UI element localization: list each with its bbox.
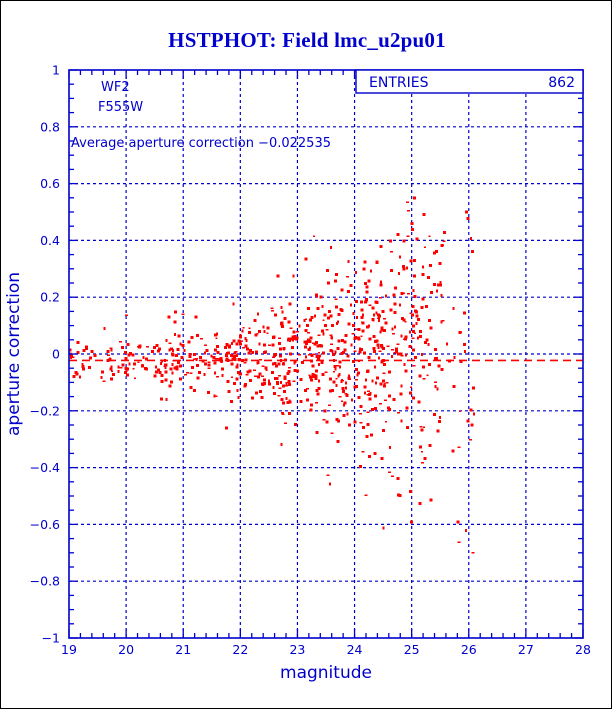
x-tick-label: 27: [518, 642, 534, 657]
axis-tick-labels: 19 20 21 22 23 24 25 26 27 28 −1 −0.8 −0.6 −0.4 −0.2 0 0…: [30, 63, 591, 658]
annotation-chip: WF2: [101, 80, 130, 95]
plot-frame: [68, 69, 584, 639]
data-points: [68, 75, 475, 554]
x-tick-label: 19: [61, 642, 77, 657]
x-tick-label: 28: [575, 642, 591, 657]
y-tick-label: 1: [52, 63, 60, 78]
y-tick-label: 0.2: [40, 290, 60, 305]
y-tick-label: 0.6: [40, 176, 60, 191]
y-tick-label: −1: [42, 631, 60, 646]
x-tick-label: 21: [175, 642, 191, 657]
y-tick-label: −0.4: [30, 460, 60, 475]
entries-legend-box: ENTRIES 862: [355, 69, 584, 94]
y-tick-label: 0.4: [40, 233, 60, 248]
annotation-average-correction: Average aperture correction −0.022535: [71, 136, 331, 151]
y-tick-label: 0.8: [40, 119, 60, 134]
y-axis-title: aperture correction: [4, 272, 24, 436]
y-tick-label: −0.6: [30, 517, 60, 532]
annotation-filter: F555W: [98, 100, 143, 115]
entries-box-frame: [355, 69, 584, 94]
page-title: HSTPHOT: Field lmc_u2pu01: [168, 28, 446, 52]
x-tick-label: 25: [404, 642, 420, 657]
y-tick-label: 0: [52, 347, 60, 362]
x-tick-label: 23: [289, 642, 305, 657]
y-tick-label: −0.8: [30, 574, 60, 589]
y-tick-label: −0.2: [30, 403, 60, 418]
gridlines: [69, 70, 583, 638]
entries-label: ENTRIES: [369, 75, 429, 91]
x-tick-label: 22: [232, 642, 248, 657]
axis-ticks: [68, 69, 584, 639]
x-tick-label: 26: [461, 642, 477, 657]
entries-value: 862: [548, 75, 575, 91]
x-tick-label: 24: [347, 642, 363, 657]
x-tick-label: 20: [118, 642, 134, 657]
x-axis-title: magnitude: [280, 663, 372, 683]
